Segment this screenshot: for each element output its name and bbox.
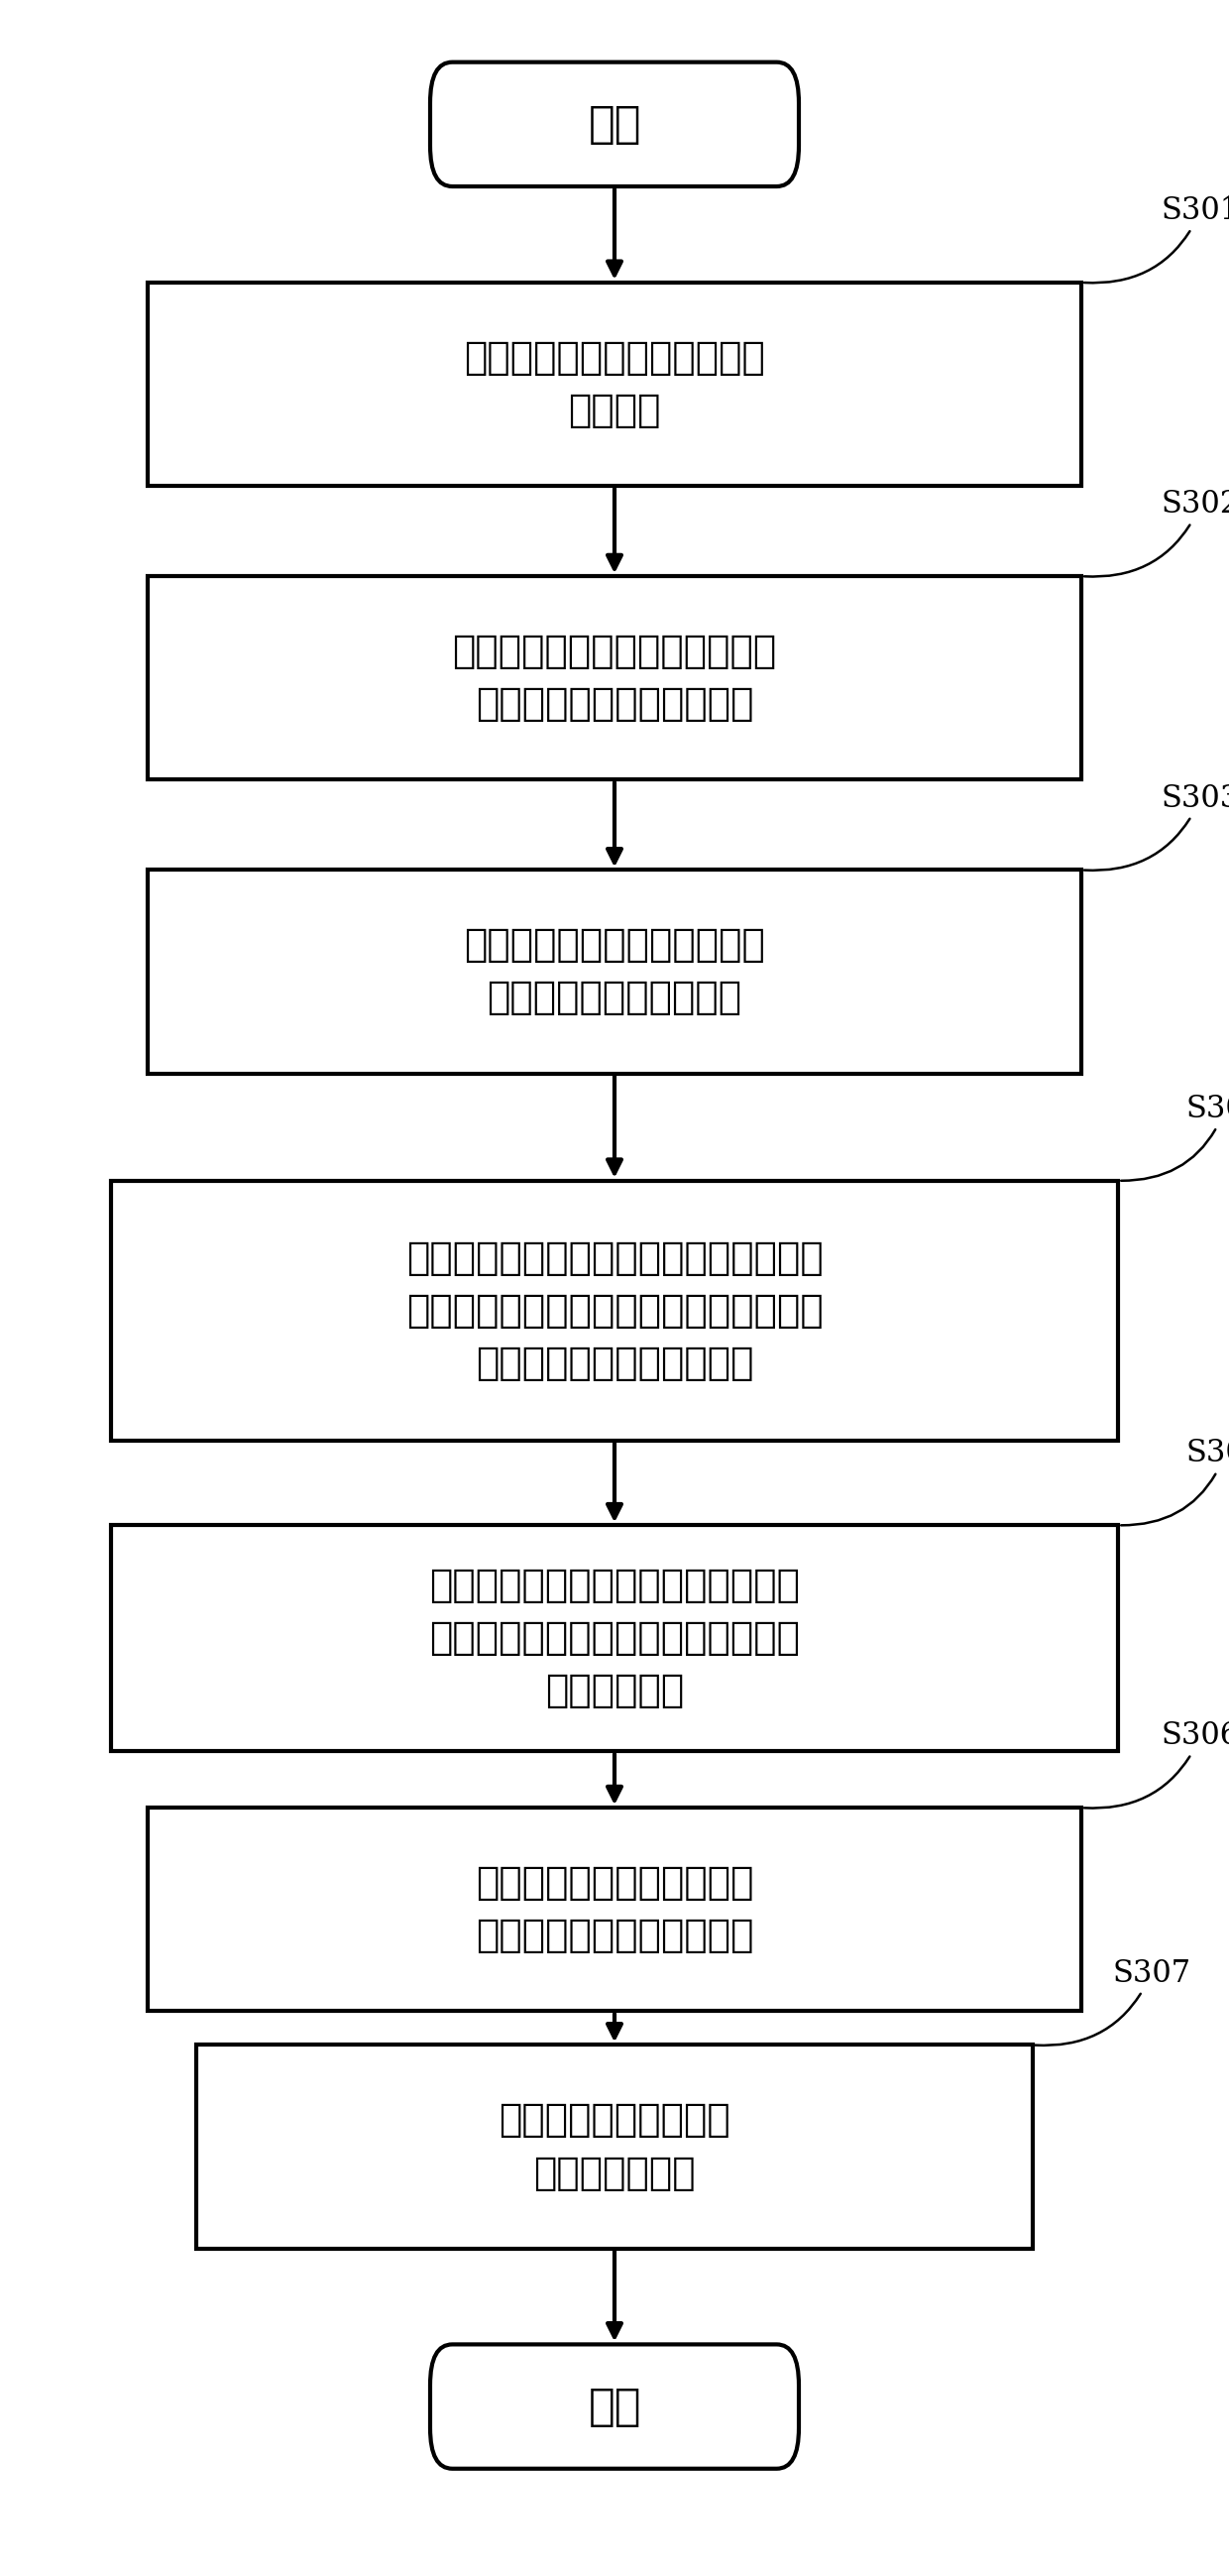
FancyBboxPatch shape <box>147 1808 1082 2012</box>
FancyBboxPatch shape <box>147 283 1082 487</box>
FancyBboxPatch shape <box>111 1525 1118 1752</box>
Text: S305: S305 <box>1121 1437 1229 1525</box>
Text: 调用加速接口实现层中的资源描述符
模块为显存中的二进制可执行文件设
置运行时参数: 调用加速接口实现层中的资源描述符 模块为显存中的二进制可执行文件设 置运行时参数 <box>429 1566 800 1710</box>
Text: S301: S301 <box>1084 196 1229 283</box>
Text: 从应用场景中获取当前加速接
口的参数: 从应用场景中获取当前加速接 口的参数 <box>463 340 766 430</box>
Text: S302: S302 <box>1084 489 1229 577</box>
FancyBboxPatch shape <box>197 2045 1032 2249</box>
Text: 设置通用三维图形渲染寄存器，
初始化显卡的三维渲染引擎: 设置通用三维图形渲染寄存器， 初始化显卡的三维渲染引擎 <box>452 634 777 724</box>
FancyBboxPatch shape <box>147 871 1082 1074</box>
Text: S304: S304 <box>1121 1095 1229 1180</box>
Text: 设置裁剪区域，设置存放显卡
三维渲染结果的内存地址: 设置裁剪区域，设置存放显卡 三维渲染结果的内存地址 <box>463 927 766 1018</box>
FancyBboxPatch shape <box>430 62 799 185</box>
Text: 调用加速接口实现层中的着色器管理模块
分别构建顶点着色器源文件和片段着色器
源文件，编译后存放于显存: 调用加速接口实现层中的着色器管理模块 分别构建顶点着色器源文件和片段着色器 源文… <box>406 1239 823 1381</box>
Text: S303: S303 <box>1084 783 1229 871</box>
Text: 开始: 开始 <box>587 103 642 147</box>
Text: S306: S306 <box>1084 1721 1229 1808</box>
FancyBboxPatch shape <box>430 2344 799 2468</box>
Text: 结束: 结束 <box>587 2385 642 2427</box>
FancyBboxPatch shape <box>147 577 1082 781</box>
FancyBboxPatch shape <box>111 1180 1118 1440</box>
Text: S307: S307 <box>1035 1958 1191 2045</box>
Text: 发送同步指令，确保图
像加速操作完成: 发送同步指令，确保图 像加速操作完成 <box>499 2102 730 2192</box>
Text: 发送渲染指令，启动三维渲
染引擎，执行图像混合操作: 发送渲染指令，启动三维渲 染引擎，执行图像混合操作 <box>476 1865 753 1955</box>
